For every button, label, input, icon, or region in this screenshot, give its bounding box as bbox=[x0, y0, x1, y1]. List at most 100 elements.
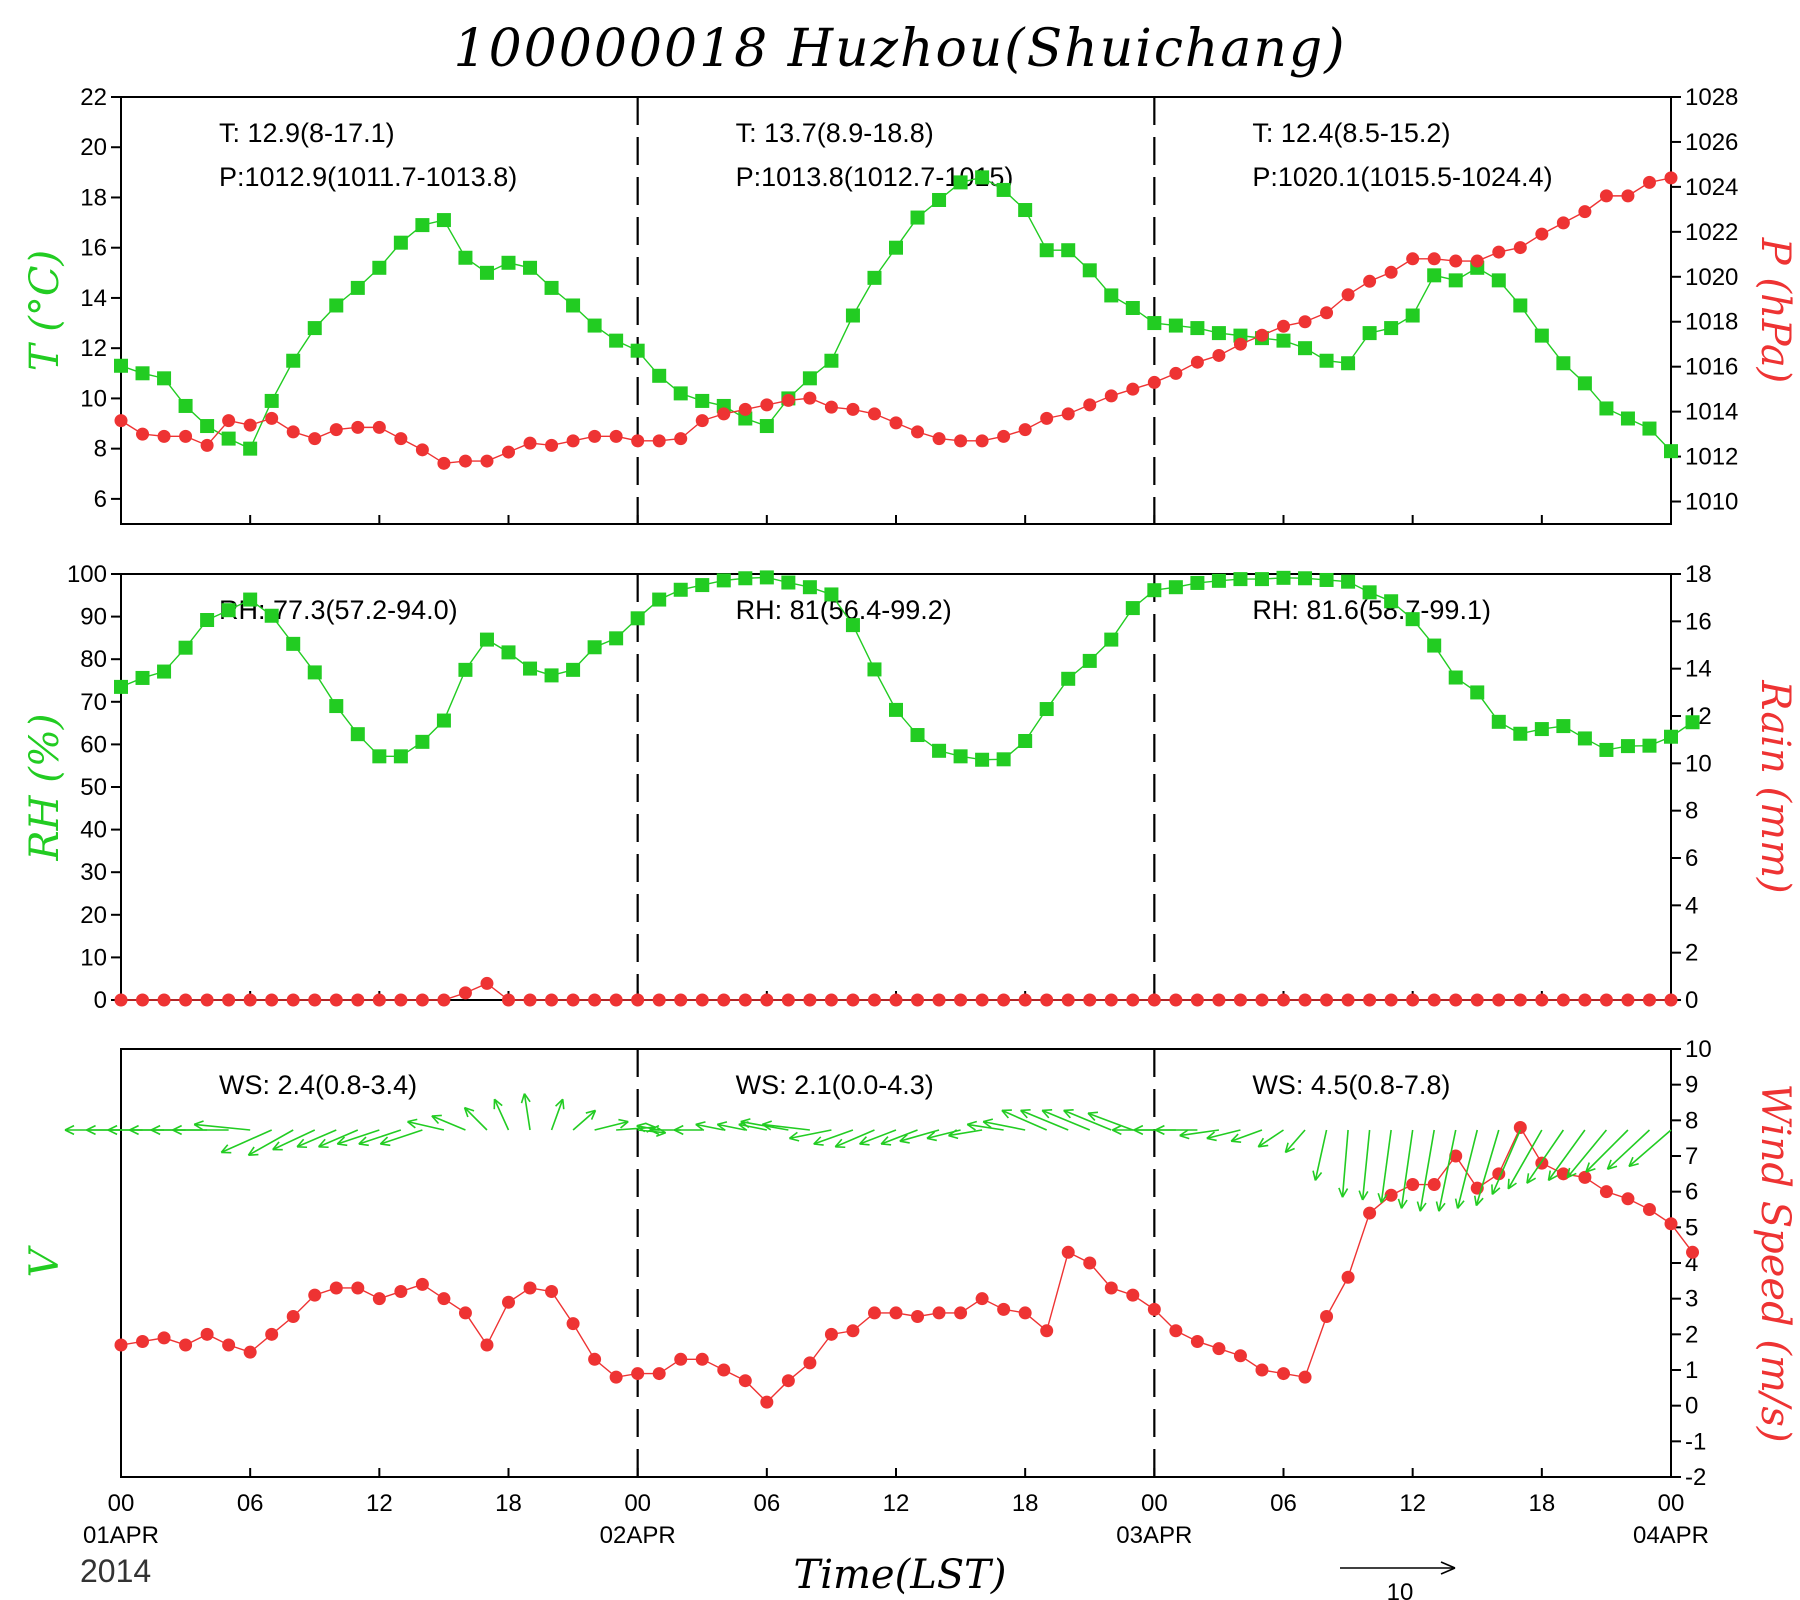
point-RH bbox=[1190, 575, 1205, 590]
point-RH bbox=[1642, 738, 1657, 753]
wind-arrow bbox=[248, 1129, 294, 1156]
point-Wind Speed bbox=[1449, 1149, 1463, 1163]
wind-arrow-head bbox=[1397, 1198, 1403, 1209]
wind-arrow bbox=[493, 1098, 510, 1131]
wind-arrow-head bbox=[859, 1143, 870, 1146]
point-P bbox=[652, 434, 666, 448]
point-Wind Speed bbox=[997, 1302, 1011, 1316]
point-Rain bbox=[1642, 993, 1656, 1007]
point-Rain bbox=[545, 993, 559, 1007]
point-T bbox=[975, 170, 990, 185]
point-Wind Speed bbox=[695, 1352, 709, 1366]
wind-arrow-head bbox=[1400, 1199, 1408, 1209]
point-Wind Speed bbox=[1233, 1349, 1247, 1363]
point-RH bbox=[652, 592, 667, 607]
wind-arrow-head bbox=[380, 1143, 391, 1147]
wind-arrow bbox=[813, 1129, 854, 1145]
point-P bbox=[1061, 407, 1075, 421]
year-label: 2014 bbox=[80, 1553, 151, 1589]
point-RH bbox=[415, 734, 430, 749]
point-P bbox=[717, 407, 731, 421]
point-Wind Speed bbox=[566, 1317, 580, 1331]
wind-arrow-head bbox=[336, 1136, 346, 1145]
panel-humidity-rain: 0102030405060708090100024681012141618RH … bbox=[22, 561, 1798, 1014]
wind-arrow bbox=[358, 1129, 402, 1145]
wind-arrow bbox=[380, 1129, 423, 1145]
wind-arrow bbox=[407, 1120, 445, 1131]
point-RH bbox=[243, 592, 258, 607]
point-RH bbox=[845, 618, 860, 633]
point-T bbox=[802, 371, 817, 386]
point-Rain bbox=[1255, 993, 1269, 1007]
wind-arrow-head bbox=[464, 1106, 475, 1112]
point-Rain bbox=[1492, 993, 1506, 1007]
point-T bbox=[695, 393, 710, 408]
point-RH bbox=[1233, 572, 1248, 587]
left-tick-label: 20 bbox=[80, 902, 107, 929]
wind-arrow bbox=[220, 1129, 273, 1154]
point-Wind Speed bbox=[265, 1327, 279, 1341]
point-Wind Speed bbox=[372, 1292, 386, 1306]
wind-arrow-head bbox=[431, 1114, 442, 1117]
left-tick-label: 6 bbox=[94, 486, 107, 513]
point-T bbox=[178, 398, 193, 413]
point-RH bbox=[286, 636, 301, 651]
point-P bbox=[1363, 274, 1377, 288]
point-P bbox=[1320, 306, 1334, 320]
hour-tick-label: 06 bbox=[753, 1490, 780, 1517]
point-Wind Speed bbox=[1255, 1363, 1269, 1377]
point-P bbox=[286, 425, 300, 439]
point-RH bbox=[1534, 722, 1549, 737]
wind-arrow bbox=[1419, 1129, 1435, 1212]
wind-arrow-head bbox=[761, 1123, 772, 1131]
wind-arrow-head bbox=[1111, 1129, 1122, 1136]
point-RH bbox=[996, 752, 1011, 767]
series-line-T bbox=[120, 176, 1672, 452]
point-P bbox=[760, 398, 774, 412]
point-Rain bbox=[136, 993, 150, 1007]
point-Wind Speed bbox=[415, 1277, 429, 1291]
point-Wind Speed bbox=[1621, 1192, 1635, 1206]
wind-arrow bbox=[1230, 1129, 1263, 1142]
chart-title: 100000018 Huzhou(Shuichang) bbox=[453, 19, 1346, 79]
wind-arrow-head bbox=[1155, 1124, 1165, 1131]
point-T bbox=[953, 175, 968, 190]
right-tick-label: 16 bbox=[1685, 608, 1712, 635]
wind-arrow-head bbox=[150, 1129, 161, 1136]
point-Rain bbox=[1535, 993, 1549, 1007]
wind-arrow bbox=[1526, 1129, 1565, 1184]
date-tick-label: 03APR bbox=[1116, 1522, 1192, 1549]
right-tick-label: 8 bbox=[1685, 1107, 1698, 1134]
wind-arrow-head bbox=[1257, 1137, 1265, 1148]
left-tick-label: 16 bbox=[80, 235, 107, 262]
point-Rain bbox=[867, 993, 881, 1007]
right-tick-label: 1026 bbox=[1685, 129, 1738, 156]
point-RH bbox=[1620, 739, 1635, 754]
point-Rain bbox=[1513, 993, 1527, 1007]
wind-arrow-head bbox=[247, 1146, 255, 1156]
wind-arrow-head bbox=[337, 1143, 348, 1147]
point-Wind Speed bbox=[889, 1306, 903, 1320]
wind-arrow-head bbox=[1628, 1156, 1634, 1167]
right-tick-label: 1010 bbox=[1685, 489, 1738, 516]
point-Wind Speed bbox=[437, 1292, 451, 1306]
right-tick-label: 6 bbox=[1685, 845, 1698, 872]
point-P bbox=[1492, 245, 1506, 259]
point-T bbox=[1642, 421, 1657, 436]
wind-arrow-head bbox=[1435, 1201, 1440, 1212]
wind-arrow-head bbox=[1020, 1109, 1031, 1112]
wind-arrow-head bbox=[1179, 1134, 1190, 1140]
point-T bbox=[932, 192, 947, 207]
point-Wind Speed bbox=[1277, 1367, 1290, 1381]
point-P bbox=[222, 414, 236, 428]
left-tick-label: 0 bbox=[94, 987, 107, 1014]
point-RH bbox=[673, 582, 688, 597]
wind-arrow-head bbox=[129, 1124, 139, 1131]
wind-arrow bbox=[572, 1109, 597, 1131]
hour-tick-label: 00 bbox=[1141, 1490, 1168, 1517]
point-Rain bbox=[1341, 993, 1355, 1007]
point-Wind Speed bbox=[1212, 1342, 1226, 1356]
point-Wind Speed bbox=[1363, 1206, 1377, 1220]
point-RH bbox=[953, 749, 968, 764]
point-P bbox=[889, 416, 903, 430]
